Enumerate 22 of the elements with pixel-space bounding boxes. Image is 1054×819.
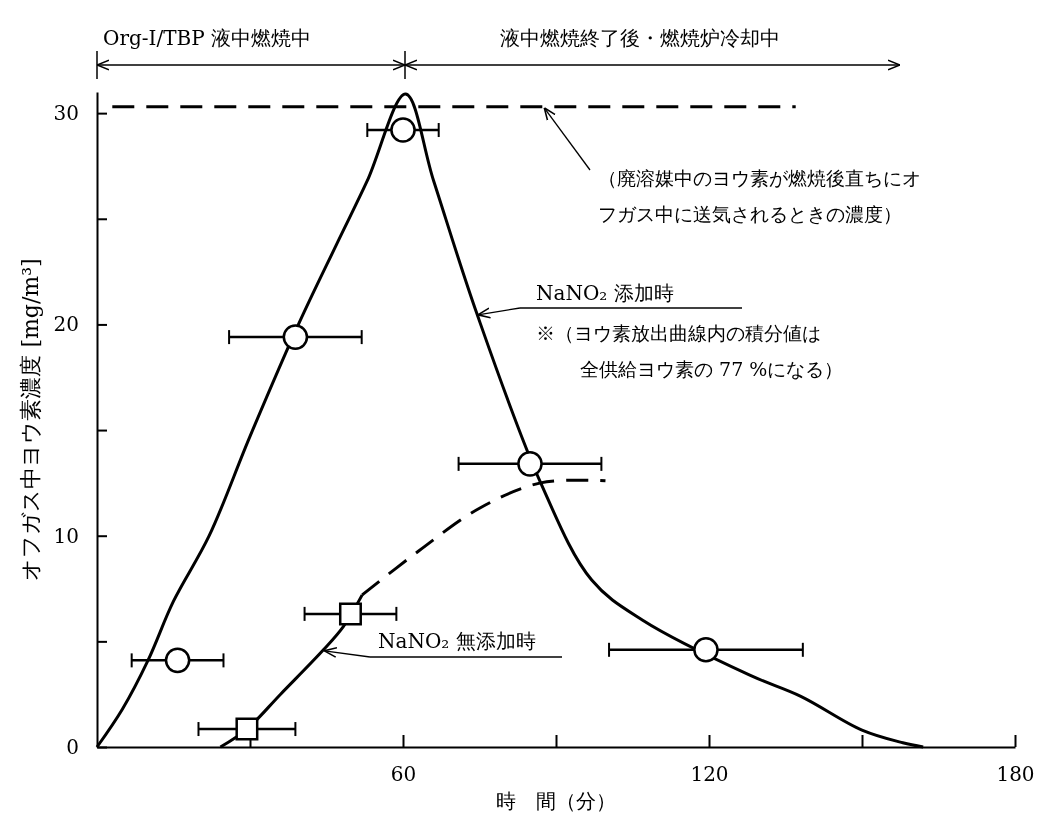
point bbox=[338, 602, 362, 626]
point bbox=[693, 637, 719, 663]
x-tick-label: 120 bbox=[690, 762, 729, 787]
point bbox=[235, 717, 259, 741]
text: Org-I/TBP 液中燃焼中 bbox=[103, 26, 312, 50]
x-tick-label: 180 bbox=[996, 762, 1035, 787]
point bbox=[390, 117, 416, 143]
y-tick-label: 10 bbox=[53, 523, 79, 548]
text: 液中燃焼終了後・燃焼炉冷却中 bbox=[500, 26, 780, 50]
y-tick-label: 0 bbox=[66, 734, 79, 759]
x-axis-title: 時 間（分） bbox=[496, 789, 616, 813]
annotation: NaNO₂ 添加時 bbox=[536, 281, 674, 305]
point bbox=[164, 647, 191, 674]
y-axis-title: オフガス中ヨウ素濃度 [mg/m³] bbox=[18, 258, 43, 581]
x-tick-label: 60 bbox=[390, 762, 417, 787]
y-tick-label: 30 bbox=[53, 101, 79, 126]
y-tick-label: 20 bbox=[53, 312, 79, 337]
annotation: ※（ヨウ素放出曲線内の積分値は全供給ヨウ素の 77 %になる） bbox=[536, 322, 844, 380]
point bbox=[517, 451, 543, 477]
annotation: NaNO₂ 無添加時 bbox=[378, 629, 536, 653]
annotation: （廃溶媒中のヨウ素が燃焼後直ちにオフガス中に送気されるときの濃度） bbox=[598, 167, 921, 225]
point bbox=[282, 324, 309, 350]
